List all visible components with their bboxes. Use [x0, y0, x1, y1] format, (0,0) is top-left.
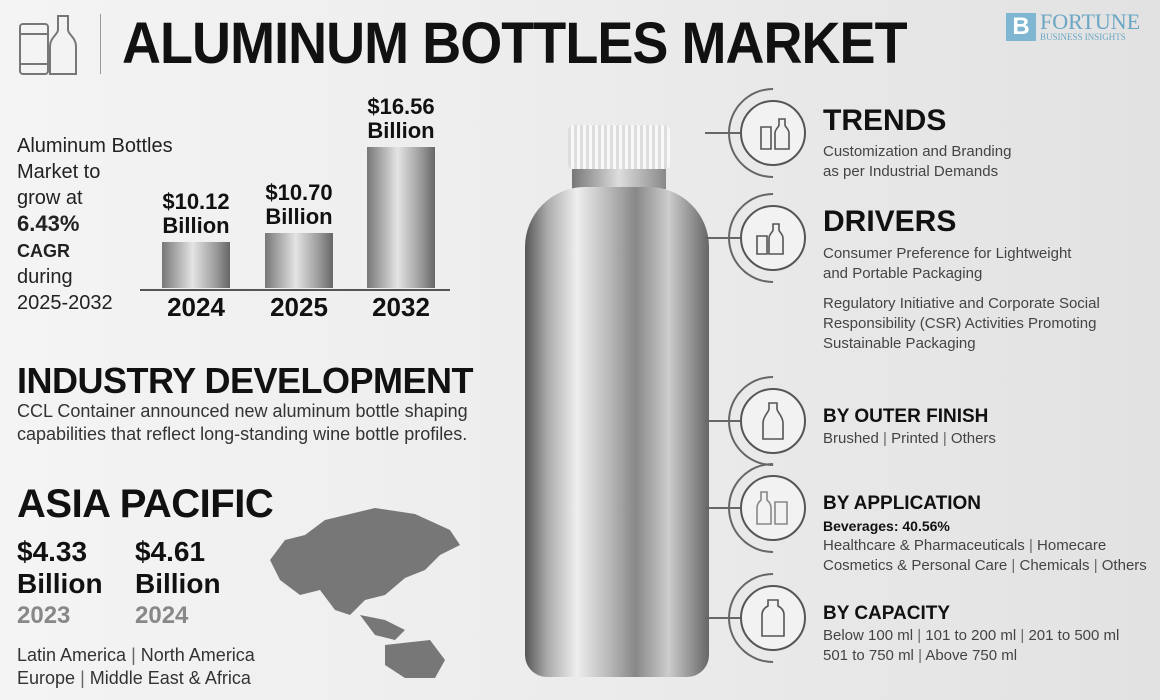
industry-line: CCL Container announced new aluminum bot… — [17, 401, 468, 421]
application-items: Beverages: 40.56% Healthcare & Pharmaceu… — [823, 518, 1147, 574]
item: 501 to 750 ml — [823, 647, 914, 664]
region-name: Europe — [17, 668, 76, 688]
text-line: and Portable Packaging — [823, 265, 983, 282]
item: Brushed — [823, 430, 879, 447]
connector-line — [705, 420, 740, 422]
region-value-2023: $4.33 Billion 2023 — [17, 536, 103, 632]
item: Others — [950, 430, 996, 447]
trends-text: Customization and Branding as per Industr… — [823, 142, 1011, 182]
bar-2032 — [367, 147, 435, 288]
unit: Billion — [265, 204, 333, 230]
growth-text: Aluminum Bottles Market to grow at 6.43%… — [17, 133, 173, 316]
region-value-2024: $4.61 Billion 2024 — [135, 536, 221, 632]
industry-text: CCL Container announced new aluminum bot… — [17, 400, 468, 446]
aluminum-bottle-image — [520, 125, 710, 680]
logo-subtext: BUSINESS INSIGHTS — [1040, 32, 1126, 42]
connector-line — [705, 132, 740, 134]
item: Homecare — [1037, 537, 1107, 554]
trends-icon — [740, 100, 806, 166]
growth-line: Aluminum Bottles — [17, 135, 173, 157]
text-line: Consumer Preference for Lightweight — [823, 245, 1072, 262]
bar-2024 — [162, 241, 230, 288]
beverages-share: Beverages: 40.56% — [823, 518, 950, 534]
page-title: ALUMINUM BOTTLES MARKET — [122, 11, 908, 76]
industry-line: capabilities that reflect long-standing … — [17, 424, 468, 444]
x-axis-line — [140, 289, 450, 291]
logo: B FORTUNE BUSINESS INSIGHTS — [1006, 9, 1141, 42]
x-tick-label: 2025 — [270, 292, 328, 322]
x-tick-label: 2024 — [167, 292, 225, 322]
drivers-title: DRIVERS — [823, 205, 957, 238]
x-tick-label: 2032 — [372, 292, 430, 322]
connector-line — [705, 507, 740, 509]
unit: Billion — [162, 212, 230, 238]
region-name: Latin America — [17, 645, 127, 665]
drivers-text: Consumer Preference for Lightweight and P… — [823, 244, 1100, 354]
text-line: Sustainable Packaging — [823, 335, 976, 352]
cagr-value: 6.43% — [17, 211, 80, 236]
text-line: Regulatory Initiative and Corporate Soci… — [823, 295, 1100, 312]
logo-mark-icon: B — [1006, 13, 1036, 41]
item: Printed — [891, 430, 939, 447]
bar-value-label: $10.12 Billion — [141, 188, 251, 238]
growth-line: Market to — [17, 161, 101, 183]
item: Chemicals — [1019, 557, 1090, 574]
item: Healthcare & Pharmaceuticals — [823, 537, 1025, 554]
year: 2024 — [135, 602, 189, 629]
growth-period: 2025-2032 — [17, 292, 113, 314]
item: Cosmetics & Personal Care — [823, 557, 1008, 574]
region-name: Middle East & Africa — [89, 668, 251, 688]
capacity-title: BY CAPACITY — [823, 603, 951, 624]
bar-value-label: $16.56 Billion — [346, 95, 456, 143]
finish-title: BY OUTER FINISH — [823, 406, 989, 427]
year: 2023 — [17, 602, 71, 629]
connector-line — [705, 617, 740, 619]
text-line: as per Industrial Demands — [823, 163, 999, 180]
unit: Billion — [367, 118, 435, 143]
text-line: Customization and Branding — [823, 143, 1012, 160]
trends-title: TRENDS — [823, 104, 947, 137]
value: $16.56 — [367, 94, 435, 119]
capacity-icon — [740, 585, 806, 651]
logo-text: FORTUNE — [1040, 9, 1141, 34]
item: 101 to 200 ml — [925, 627, 1017, 644]
divider — [100, 14, 101, 74]
growth-line: during — [17, 266, 73, 288]
item: Below 100 ml — [823, 627, 914, 644]
text-line: Responsibility (CSR) Activities Promotin… — [823, 315, 1097, 332]
capacity-items: Below 100 ml | 101 to 200 ml | 201 to 50… — [823, 627, 1120, 664]
bar-2025 — [265, 233, 333, 288]
connector-line — [705, 237, 740, 239]
industry-title: INDUSTRY DEVELOPMENT — [17, 360, 474, 401]
value: $4.33 — [17, 536, 88, 567]
bar-value-label: $10.70 Billion — [244, 181, 354, 229]
finish-items: Brushed | Printed | Others — [823, 430, 996, 447]
asia-pacific-map — [270, 508, 460, 678]
application-icon — [740, 475, 806, 541]
application-title: BY APPLICATION — [823, 493, 981, 514]
region-title: ASIA PACIFIC — [17, 482, 274, 526]
value: $10.12 — [162, 188, 230, 214]
drivers-icon — [740, 205, 806, 271]
growth-line: grow at — [17, 187, 83, 209]
other-regions: Latin America | North America Europe | M… — [17, 645, 255, 688]
item: Others — [1101, 557, 1147, 574]
value: $10.70 — [265, 180, 333, 206]
unit: Billion — [135, 568, 221, 599]
cagr-label: CAGR — [17, 241, 70, 261]
jar-bottle-icon — [19, 15, 77, 75]
region-name: North America — [140, 645, 255, 665]
unit: Billion — [17, 568, 103, 599]
outer-finish-icon — [740, 388, 806, 454]
value: $4.61 — [135, 536, 206, 567]
item: 201 to 500 ml — [1028, 627, 1120, 644]
item: Above 750 ml — [925, 647, 1018, 664]
